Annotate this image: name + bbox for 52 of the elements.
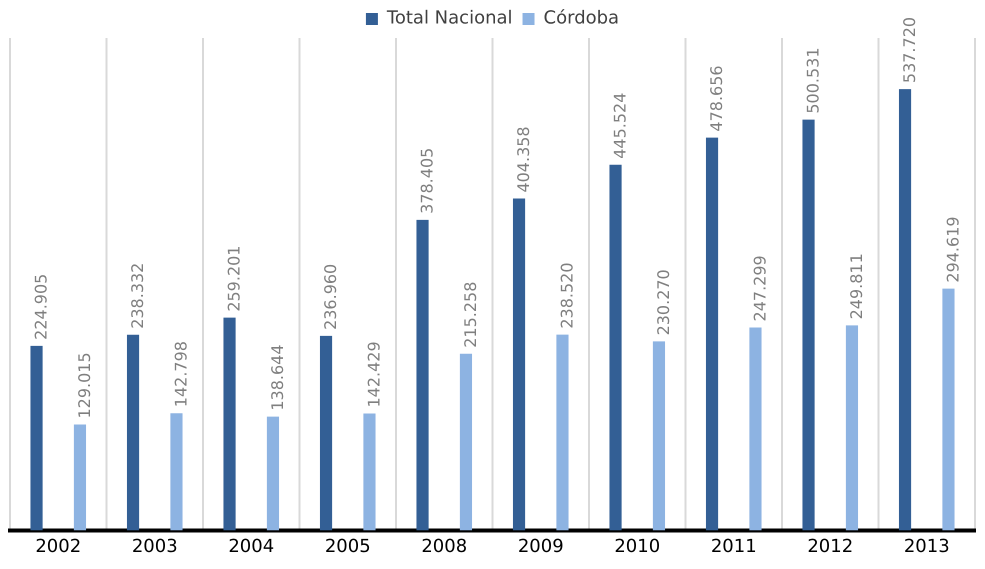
x-tick-label: 2011 <box>710 536 757 557</box>
data-label: 215.258 <box>461 282 480 348</box>
bar <box>609 164 622 530</box>
x-tick-label: 2005 <box>324 536 371 557</box>
data-label: 230.270 <box>654 269 674 336</box>
bar <box>749 327 762 530</box>
bar <box>802 120 815 530</box>
bar <box>223 318 236 530</box>
data-label: 142.429 <box>364 341 384 408</box>
x-tick-label: 2009 <box>518 536 564 557</box>
bar <box>898 89 912 530</box>
data-label: 249.811 <box>847 253 866 320</box>
data-label: 294.619 <box>944 216 963 283</box>
data-label: 478.656 <box>707 65 726 132</box>
data-label: 378.405 <box>418 148 437 214</box>
bar <box>512 198 526 530</box>
bar <box>74 424 86 530</box>
data-label: 224.905 <box>32 274 51 340</box>
bar <box>266 416 280 530</box>
bar <box>320 336 332 530</box>
x-tick-label: 2003 <box>132 536 178 557</box>
data-label: 138.644 <box>268 344 288 411</box>
data-label: 500.531 <box>804 47 823 114</box>
data-label: 129.015 <box>75 352 94 419</box>
bar <box>556 334 569 530</box>
data-label: 247.299 <box>750 255 770 322</box>
bar <box>170 413 183 530</box>
data-label: 259.201 <box>224 246 244 312</box>
bar <box>652 341 666 530</box>
x-tick-label: 2010 <box>614 536 660 557</box>
bar <box>460 354 472 530</box>
legend-label: Total Nacional <box>386 8 513 29</box>
x-tick-label: 2013 <box>904 536 950 557</box>
data-label: 537.720 <box>900 16 920 84</box>
data-label: 238.520 <box>558 262 577 329</box>
data-label: 142.798 <box>172 341 191 408</box>
data-label: 404.358 <box>514 126 534 193</box>
bar <box>942 288 955 530</box>
bar <box>30 346 43 530</box>
x-tick-label: 2004 <box>228 536 274 557</box>
bar <box>706 138 718 530</box>
bar <box>416 220 429 530</box>
bar <box>363 414 376 530</box>
x-tick-label: 2008 <box>421 536 468 557</box>
legend-label: Córdoba <box>544 8 620 29</box>
data-label: 236.960 <box>321 264 340 330</box>
x-tick-label: 2002 <box>35 536 82 557</box>
data-label: 445.524 <box>610 92 630 159</box>
data-label: 238.332 <box>128 262 148 329</box>
bar <box>126 334 140 530</box>
x-tick-label: 2012 <box>807 536 854 557</box>
bar <box>846 325 858 530</box>
